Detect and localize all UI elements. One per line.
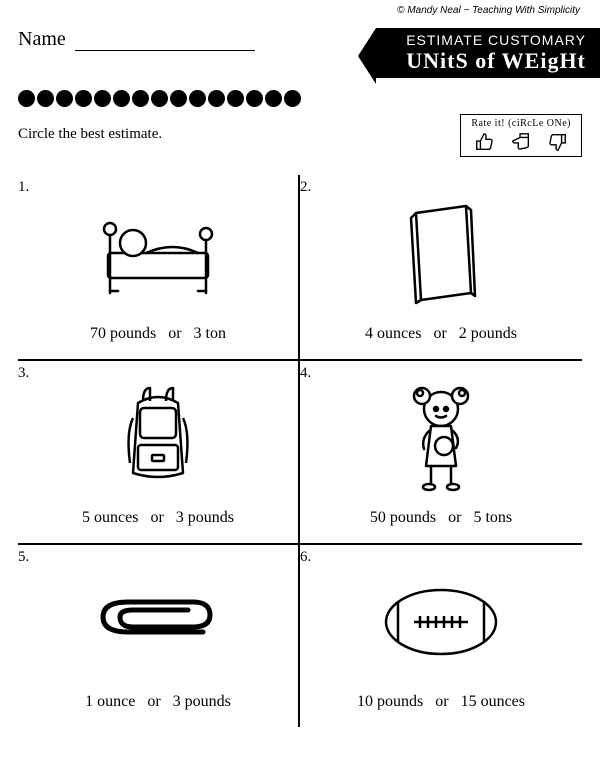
paperclip-icon	[26, 551, 290, 693]
option-a[interactable]: 4 ounces	[365, 325, 421, 342]
book-icon	[308, 181, 574, 325]
question-number: 1.	[18, 179, 29, 196]
answer-options[interactable]: 50 pounds or 5 tons	[308, 509, 574, 537]
option-b[interactable]: 5 tons	[473, 509, 512, 526]
question-grid: 1. 70 pounds or 3 ton 2. 4 ounces or 2 p…	[18, 175, 582, 727]
option-b[interactable]: 3 pounds	[173, 693, 231, 710]
title-banner: ESTIMATE CUSTOMARY UNitS of WEigHt	[376, 28, 600, 78]
option-b[interactable]: 3 ton	[194, 325, 226, 342]
option-a[interactable]: 10 pounds	[357, 693, 423, 710]
sub-header: Circle the best estimate. Rate it! (ciRc…	[18, 120, 582, 157]
decorative-dots	[18, 90, 582, 112]
question-number: 2.	[300, 179, 311, 196]
credit-text: © Mandy Neal ~ Teaching With Simplicity	[397, 5, 580, 16]
instructions-text: Circle the best estimate.	[18, 126, 162, 143]
question-cell: 1. 70 pounds or 3 ton	[18, 175, 300, 359]
answer-options[interactable]: 10 pounds or 15 ounces	[308, 693, 574, 721]
option-a[interactable]: 1 ounce	[85, 693, 135, 710]
question-number: 6.	[300, 549, 311, 566]
question-number: 5.	[18, 549, 29, 566]
backpack-icon	[26, 367, 290, 509]
option-a[interactable]: 5 ounces	[82, 509, 138, 526]
or-text: or	[168, 325, 181, 342]
question-cell: 5. 1 ounce or 3 pounds	[18, 545, 300, 727]
or-text: or	[147, 693, 160, 710]
option-b[interactable]: 15 ounces	[461, 693, 525, 710]
name-section: Name	[18, 28, 376, 51]
girl-icon	[308, 367, 574, 509]
or-text: or	[435, 693, 448, 710]
thumbs-side-icon[interactable]	[510, 131, 532, 153]
question-number: 4.	[300, 365, 311, 382]
title-line-1: ESTIMATE CUSTOMARY	[406, 32, 586, 48]
rate-it-label: Rate it! (ciRcLe ONe)	[471, 118, 571, 129]
or-text: or	[448, 509, 461, 526]
grid-row: 1. 70 pounds or 3 ton 2. 4 ounces or 2 p…	[18, 175, 582, 359]
question-cell: 3. 5 ounces or 3 pounds	[18, 361, 300, 543]
title-line-2: UNitS of WEigHt	[406, 48, 586, 74]
option-b[interactable]: 2 pounds	[459, 325, 517, 342]
name-input-line[interactable]	[75, 33, 255, 51]
question-cell: 2. 4 ounces or 2 pounds	[300, 175, 582, 359]
thumbs-row	[471, 131, 571, 153]
question-number: 3.	[18, 365, 29, 382]
or-text: or	[433, 325, 446, 342]
rate-it-box: Rate it! (ciRcLe ONe)	[460, 114, 582, 157]
question-cell: 6. 10 pounds or 15 ounces	[300, 545, 582, 727]
football-icon	[308, 551, 574, 693]
header: Name ESTIMATE CUSTOMARY UNitS of WEigHt	[18, 28, 582, 78]
thumbs-up-icon[interactable]	[474, 131, 496, 153]
answer-options[interactable]: 1 ounce or 3 pounds	[26, 693, 290, 721]
grid-row: 3. 5 ounces or 3 pounds 4. 50 pounds	[18, 359, 582, 543]
name-label: Name	[18, 28, 66, 51]
option-a[interactable]: 70 pounds	[90, 325, 156, 342]
grid-row: 5. 1 ounce or 3 pounds 6. 10 pounds or 1…	[18, 543, 582, 727]
thumbs-down-icon[interactable]	[546, 131, 568, 153]
answer-options[interactable]: 4 ounces or 2 pounds	[308, 325, 574, 353]
or-text: or	[150, 509, 163, 526]
bed-icon	[26, 181, 290, 325]
answer-options[interactable]: 70 pounds or 3 ton	[26, 325, 290, 353]
option-b[interactable]: 3 pounds	[176, 509, 234, 526]
option-a[interactable]: 50 pounds	[370, 509, 436, 526]
answer-options[interactable]: 5 ounces or 3 pounds	[26, 509, 290, 537]
question-cell: 4. 50 pounds or 5 tons	[300, 361, 582, 543]
